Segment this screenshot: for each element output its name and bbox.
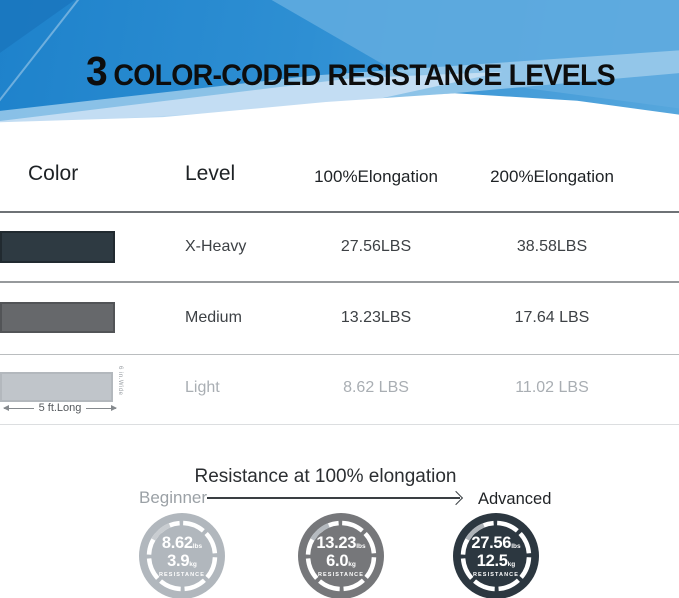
badge-kg-value: 12.5 xyxy=(476,551,508,570)
resistance-badge-medium: 13.23lbs 6.0kg RESISTANCE xyxy=(298,513,384,598)
title-count: 3 xyxy=(86,48,108,94)
dashed-ring-icon xyxy=(146,520,218,592)
badge-lbs-unit: lbs xyxy=(192,542,203,550)
band-length-dimension: 5 ft.Long xyxy=(3,402,117,414)
badge-lbs-value: 13.23 xyxy=(316,533,357,552)
badge-kg-unit: kg xyxy=(348,560,356,568)
band-width-label: 6 in.Wide xyxy=(117,366,123,396)
dashed-ring-icon xyxy=(305,520,377,592)
divider-4 xyxy=(0,424,679,425)
title-text: COLOR-CODED RESISTANCE LEVELS xyxy=(113,59,615,92)
divider-1 xyxy=(0,211,679,213)
page-title: 3 COLOR-CODED RESISTANCE LEVELS xyxy=(86,48,616,95)
beginner-label: Beginner xyxy=(139,488,208,507)
elongation-100-cell: 13.23LBS xyxy=(340,309,412,326)
advanced-label: Advanced xyxy=(478,490,552,508)
dashed-ring-icon xyxy=(460,520,532,592)
band-length-label: 5 ft.Long xyxy=(38,402,82,414)
beginner-to-advanced-arrow-icon xyxy=(207,497,460,499)
divider-3 xyxy=(0,354,679,355)
badge-kg-unit: kg xyxy=(507,560,516,568)
scale-title: Resistance at 100% elongation xyxy=(194,466,457,487)
badge-kg-value: 3.9 xyxy=(167,551,190,570)
badge-lbs-value: 8.62 xyxy=(161,533,193,552)
badge-text: 8.62lbs 3.9kg RESISTANCE xyxy=(139,513,225,598)
badge-caption: RESISTANCE xyxy=(158,572,206,579)
header-banner: 3 COLOR-CODED RESISTANCE LEVELS xyxy=(0,0,679,126)
column-header-level: Level xyxy=(185,162,236,185)
badge-lbs-value: 27.56 xyxy=(471,533,512,552)
badge-kg-value: 6.0 xyxy=(326,551,349,570)
right-arrow-icon xyxy=(86,404,117,411)
elongation-200-cell: 17.64 LBS xyxy=(514,309,590,326)
divider-2 xyxy=(0,281,679,283)
resistance-badge-xheavy: 27.56lbs 12.5kg RESISTANCE xyxy=(453,513,539,598)
column-header-200-elongation: 200%Elongation xyxy=(490,167,614,186)
badge-lbs-unit: lbs xyxy=(511,542,521,550)
column-header-color: Color xyxy=(28,162,79,185)
badge-text: 13.23lbs 6.0kg RESISTANCE xyxy=(298,513,384,598)
badge-lbs-unit: lbs xyxy=(356,542,366,550)
level-cell: Medium xyxy=(185,309,242,326)
resistance-badge-light: 8.62lbs 3.9kg RESISTANCE xyxy=(139,513,225,598)
band-swatch-medium xyxy=(0,302,115,333)
badge-caption: RESISTANCE xyxy=(317,572,365,579)
band-swatch-light xyxy=(0,372,113,402)
column-header-100-elongation: 100%Elongation xyxy=(314,167,438,186)
elongation-200-cell: 11.02 LBS xyxy=(515,379,589,396)
left-arrow-icon xyxy=(3,404,34,411)
elongation-100-cell: 8.62 LBS xyxy=(343,379,409,396)
band-swatch-xheavy xyxy=(0,231,115,263)
level-cell: Light xyxy=(185,379,220,396)
level-cell: X-Heavy xyxy=(185,238,247,255)
elongation-200-cell: 38.58LBS xyxy=(516,238,588,255)
badge-kg-unit: kg xyxy=(189,560,197,568)
badge-caption: RESISTANCE xyxy=(472,572,520,579)
badge-text: 27.56lbs 12.5kg RESISTANCE xyxy=(453,513,539,598)
elongation-100-cell: 27.56LBS xyxy=(340,238,412,255)
